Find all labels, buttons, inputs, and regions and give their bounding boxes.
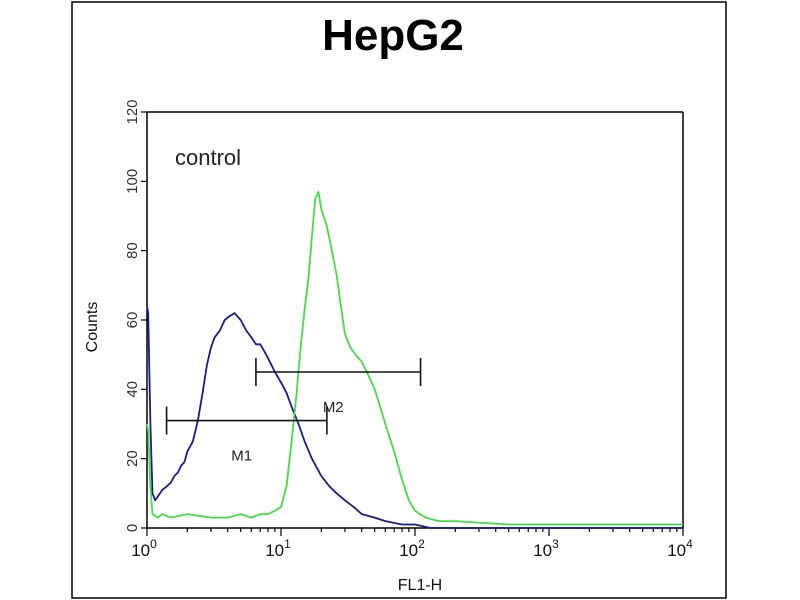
chart-title: HepG2 [322, 11, 464, 60]
x-tick-label: 102 [399, 537, 425, 560]
y-tick-label: 0 [124, 524, 141, 532]
x-tick-exponent: 4 [686, 537, 693, 551]
y-tick-label: 80 [124, 242, 141, 259]
gate-marker-label: M1 [231, 448, 252, 465]
sample-histogram-line [146, 190, 683, 526]
x-tick-label: 104 [667, 537, 693, 560]
y-tick-label: 60 [124, 312, 141, 329]
gate-marker-label: M2 [323, 399, 344, 416]
x-tick-exponent: 0 [150, 537, 157, 551]
y-tick-label: 100 [124, 169, 141, 194]
y-tick-label: 120 [124, 99, 141, 124]
x-tick-base: 10 [399, 541, 418, 560]
x-tick-label: 100 [131, 537, 157, 560]
x-tick-label: 103 [533, 537, 559, 560]
x-tick-base: 10 [131, 541, 150, 560]
x-tick-base: 10 [533, 541, 552, 560]
control-annotation: control [175, 145, 241, 170]
x-tick-label: 101 [265, 537, 291, 560]
outer-frame [71, 1, 727, 599]
y-tick-label: 20 [124, 450, 141, 467]
control-histogram-line [146, 305, 683, 529]
gate-markers: M1 M2 [165, 358, 422, 465]
y-tick-label: 40 [124, 381, 141, 398]
y-axis-title: Counts [84, 302, 101, 353]
x-tick-base: 10 [667, 541, 686, 560]
plot-axes [146, 111, 684, 529]
x-tick-base: 10 [265, 541, 284, 560]
x-tick-exponent: 2 [418, 537, 425, 551]
x-axis-title: FL1-H [398, 577, 442, 594]
x-tick-exponent: 3 [552, 537, 559, 551]
x-tick-exponent: 1 [284, 537, 291, 551]
histogram-series [146, 190, 683, 529]
